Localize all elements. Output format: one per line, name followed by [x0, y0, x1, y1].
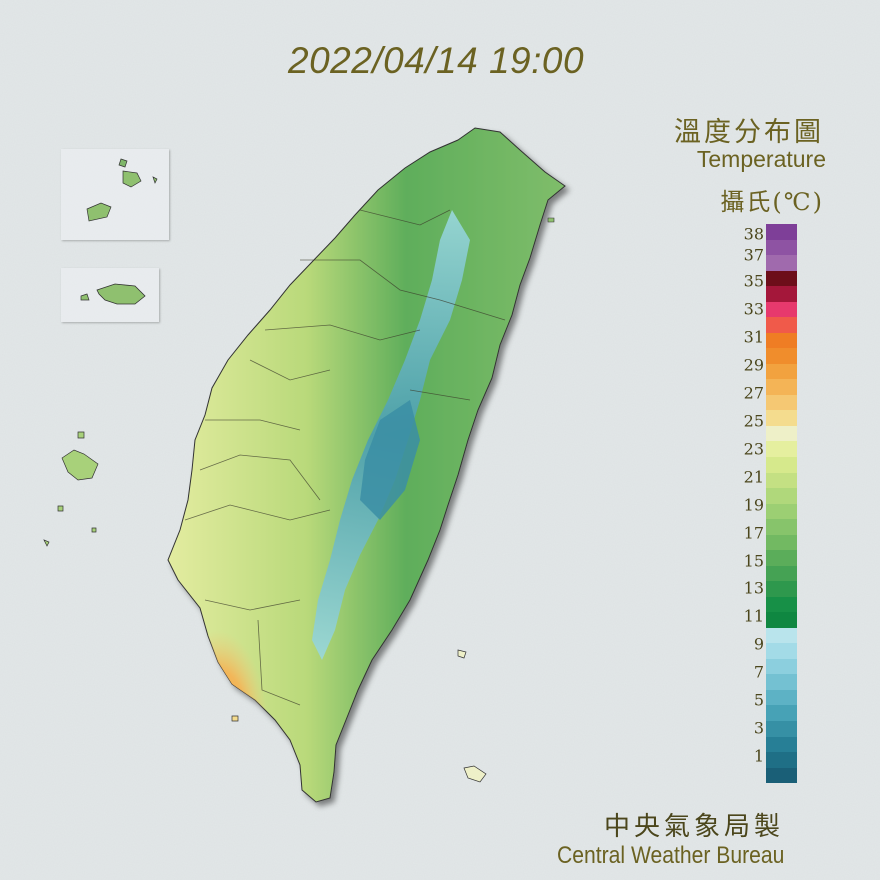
legend-swatch [766, 332, 797, 349]
legend-tick-label: 33 [743, 299, 764, 319]
unit-label: 攝氏(℃) [720, 188, 824, 216]
legend-swatch [766, 301, 797, 318]
legend-swatch [766, 705, 797, 721]
southwest-warm-region [175, 510, 318, 790]
legend-swatch [766, 270, 797, 287]
legend-swatch [766, 363, 797, 380]
map-title-chinese: 溫度分布圖 [674, 117, 824, 148]
legend-swatch [766, 348, 797, 364]
legend-swatch [766, 736, 797, 753]
kinmen-islands-icon [80, 283, 146, 305]
legend-tick-label: 15 [743, 551, 764, 571]
legend-swatch [766, 410, 797, 426]
legend-tick-label: 31 [743, 327, 764, 347]
legend-swatch [766, 519, 797, 535]
legend-tick-label: 7 [753, 662, 764, 682]
legend-swatch [766, 472, 797, 489]
credit-chinese: 中央氣象局製 [603, 812, 784, 842]
matsu-islands-inset [61, 149, 169, 240]
legend-tick-label: 13 [743, 578, 764, 598]
legend-swatch [766, 689, 797, 706]
map-title-english: Temperature [696, 146, 826, 172]
credit-english: Central Weather Bureau [556, 842, 784, 869]
legend-swatch [766, 441, 797, 457]
orchid-island [463, 765, 487, 783]
legend-swatch [766, 627, 797, 644]
legend-tick-label: 27 [743, 383, 764, 403]
legend-tick-label: 25 [743, 411, 764, 431]
legend-swatch [766, 612, 797, 628]
legend-tick-label: 29 [743, 355, 764, 375]
legend-swatch [766, 224, 797, 240]
legend-swatch [766, 596, 797, 613]
green-island [457, 649, 467, 659]
guishan-island [547, 217, 555, 223]
legend-tick-label: 37 [743, 245, 764, 265]
penghu-islands [43, 431, 99, 547]
temperature-legend-bar [766, 224, 797, 784]
timestamp: 2022/04/14 19:00 [288, 40, 585, 81]
legend-swatch [766, 456, 797, 473]
legend-swatch [766, 239, 797, 256]
legend-swatch [766, 550, 797, 566]
legend-swatch [766, 767, 797, 784]
matsu-islands-icon [86, 158, 158, 222]
legend-tick-label: 5 [753, 690, 764, 710]
legend-swatch [766, 581, 797, 597]
legend-tick-label: 11 [743, 606, 764, 626]
county-borders [184, 209, 506, 706]
legend-swatch [766, 674, 797, 690]
legend-swatch [766, 658, 797, 675]
legend-swatch [766, 643, 797, 659]
legend-swatch [766, 503, 797, 520]
legend-tick-label: 38 [743, 224, 764, 243]
legend-swatch [766, 286, 797, 302]
legend-swatch [766, 565, 797, 582]
cold-peak-area [360, 400, 420, 520]
legend-swatch [766, 752, 797, 768]
xiaoliuqiu-island [231, 715, 239, 722]
legend-tick-label: 19 [743, 495, 764, 515]
legend-swatch [766, 394, 797, 411]
legend-swatch [766, 379, 797, 395]
legend-swatch [766, 425, 797, 442]
legend-swatch [766, 317, 797, 333]
legend-tick-label: 23 [743, 439, 764, 459]
legend-tick-label: 9 [753, 634, 764, 654]
kinmen-islands-inset [61, 268, 159, 322]
legend-tick-label: 35 [743, 271, 764, 291]
legend-tick-label: 3 [753, 718, 764, 738]
legend-swatch [766, 721, 797, 737]
legend-tick-label: 21 [743, 467, 764, 487]
legend-tick-label: 17 [743, 523, 764, 543]
temperature-legend-labels: 38 37 35 33 31 29 27 25 23 21 19 17 15 13 11 9 7 5 3 1 [732, 224, 764, 783]
legend-swatch [766, 255, 797, 271]
legend-swatch [766, 488, 797, 504]
legend-tick-label: 1 [753, 746, 764, 766]
legend-swatch [766, 534, 797, 551]
